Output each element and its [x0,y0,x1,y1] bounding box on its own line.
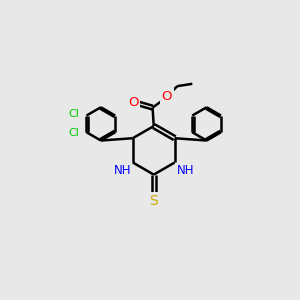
Text: S: S [149,194,158,208]
Text: Cl: Cl [69,128,80,138]
Text: Cl: Cl [68,110,79,119]
Text: NH: NH [177,164,194,177]
Text: NH: NH [113,164,131,177]
Text: O: O [162,90,172,103]
Text: O: O [128,96,138,109]
